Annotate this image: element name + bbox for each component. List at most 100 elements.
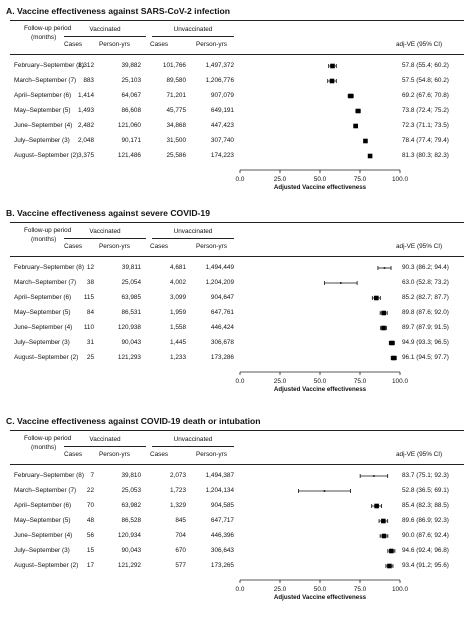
x-tick-label: 100.0	[392, 586, 408, 593]
table-row: April–September (6) 1,414 64,067 71,201 907,…	[0, 91, 474, 101]
point-estimate	[389, 548, 394, 554]
unvaccinated-personyrs-cell: 173,286	[210, 354, 234, 361]
period-cell: June–September (4)	[14, 532, 73, 539]
unvaccinated-cases-cell: 845	[175, 517, 186, 524]
vaccinated-personyrs-cell: 121,486	[117, 152, 141, 159]
vaccinated-group-rule	[64, 446, 146, 447]
point-estimate	[367, 153, 373, 159]
adj-ve-header: adj-VE (95% CI)	[396, 451, 443, 458]
adj-ve-cell: 94.6 (92.4; 96.8)	[402, 547, 449, 554]
x-tick-label: 50.0	[314, 176, 327, 183]
panel-title: C. Vaccine effectiveness against COVID-1…	[6, 416, 261, 426]
x-tick-label: 25.0	[274, 378, 287, 385]
vaccinated-personyrs-cell: 121,292	[117, 562, 141, 569]
point-estimate	[323, 490, 326, 492]
x-tick-label: 100.0	[392, 378, 408, 385]
x-tick-label: 50.0	[314, 586, 327, 593]
forest-panel-a: A. Vaccine effectiveness against SARS-Co…	[0, 6, 474, 206]
vaccinated-cases-cell: 1,493	[78, 107, 94, 114]
point-estimate	[355, 108, 361, 114]
unvaccinated-cases-cell: 89,580	[166, 77, 186, 84]
unvaccinated-cases-cell: 34,868	[166, 122, 186, 129]
header-bottom-rule	[10, 54, 464, 55]
table-row: April–September (6) 115 63,985 3,099 904,647…	[0, 293, 474, 303]
adj-ve-cell: 72.3 (71.1; 73.5)	[402, 122, 449, 129]
adj-ve-cell: 89.8 (87.6; 92.0)	[402, 309, 449, 316]
adj-ve-cell: 52.8 (36.5; 69.1)	[402, 487, 449, 494]
period-cell: August–September (2)	[14, 354, 79, 361]
table-row: May–September (5) 1,493 86,608 45,775 649,19…	[0, 106, 474, 116]
unvaccinated-personyrs-cell: 1,204,134	[205, 487, 234, 494]
vaccinated-cases-cell: 2,482	[78, 122, 94, 129]
header-top-rule	[10, 430, 464, 431]
vaccinated-header: Vaccinated	[89, 228, 121, 235]
vaccinated-cases-cell: 1,312	[78, 62, 94, 69]
adj-ve-cell: 89.6 (86.9; 92.3)	[402, 517, 449, 524]
adj-ve-cell: 94.9 (93.3; 96.5)	[402, 339, 449, 346]
period-cell: February–September (8)	[14, 472, 84, 479]
unvaccinated-cases-cell: 101,766	[162, 62, 186, 69]
period-cell: May–September (5)	[14, 309, 71, 316]
adj-ve-header: adj-VE (95% CI)	[396, 243, 443, 250]
period-cell: March–September (7)	[14, 77, 77, 84]
vaccinated-cases-cell: 17	[86, 562, 94, 569]
vaccinated-cases-cell: 22	[86, 487, 94, 494]
vaccinated-personyrs-cell: 86,608	[121, 107, 141, 114]
unvaccinated-personyrs-cell: 647,761	[210, 309, 234, 316]
forest-panel-c: C. Vaccine effectiveness against COVID-1…	[0, 416, 474, 616]
unvaccinated-header: Unvaccinated	[173, 228, 213, 235]
period-cell: May–September (5)	[14, 517, 71, 524]
x-tick-label: 50.0	[314, 378, 327, 385]
unvaccinated-cases-header: Cases	[150, 41, 169, 48]
vaccinated-personyrs-cell: 90,043	[121, 339, 141, 346]
unvaccinated-header: Unvaccinated	[173, 26, 213, 33]
table-row: February–September (8) 7 39,810 2,073 1,494,…	[0, 471, 474, 481]
unvaccinated-personyrs-header: Person-yrs	[196, 243, 227, 250]
adj-ve-cell: 85.4 (82.3; 88.5)	[402, 502, 449, 509]
unvaccinated-cases-cell: 670	[175, 547, 186, 554]
adj-ve-cell: 85.2 (82.7; 87.7)	[402, 294, 449, 301]
unvaccinated-personyrs-cell: 307,740	[210, 137, 234, 144]
panel-title: B. Vaccine effectiveness against severe …	[6, 208, 210, 218]
x-tick-label: 25.0	[274, 586, 287, 593]
point-estimate	[353, 123, 358, 129]
unvaccinated-personyrs-cell: 306,643	[210, 547, 234, 554]
vaccinated-cases-cell: 31	[86, 339, 94, 346]
point-estimate	[329, 78, 335, 84]
x-tick-label: 0.0	[236, 176, 245, 183]
forest-plot: 0.0 25.0 50.0 75.0 100.0	[236, 474, 408, 593]
adj-ve-cell: 83.7 (75.1; 92.3)	[402, 472, 449, 479]
table-row: May–September (5) 48 86,528 845 647,717 89.6 …	[0, 516, 474, 526]
period-header-unit: (months)	[31, 236, 57, 243]
period-cell: March–September (7)	[14, 487, 77, 494]
period-header: Follow-up period	[24, 25, 72, 32]
period-cell: June–September (4)	[14, 324, 73, 331]
x-tick-label: 75.0	[354, 176, 367, 183]
vaccinated-cases-cell: 56	[86, 532, 94, 539]
unvaccinated-cases-cell: 1,959	[170, 309, 186, 316]
table-row: March–September (7) 883 25,103 89,580 1,206,…	[0, 76, 474, 86]
period-cell: February–September (8)	[14, 62, 84, 69]
adj-ve-cell: 90.3 (86.2; 94.4)	[402, 264, 449, 271]
vaccinated-personyrs-cell: 121,293	[117, 354, 141, 361]
vaccinated-personyrs-cell: 120,938	[117, 324, 141, 331]
header-bottom-rule	[10, 464, 464, 465]
table-row: June–September (4) 110 120,938 1,558 446,424…	[0, 323, 474, 333]
table-row: July–September (3) 31 90,043 1,445 306,678 94…	[0, 338, 474, 348]
period-cell: May–September (5)	[14, 107, 71, 114]
period-cell: June–September (4)	[14, 122, 73, 129]
vaccinated-cases-cell: 48	[86, 517, 94, 524]
vaccinated-personyrs-header: Person-yrs	[99, 41, 130, 48]
adj-ve-cell: 78.4 (77.4; 79.4)	[402, 137, 449, 144]
period-cell: April–September (6)	[14, 502, 72, 509]
table-row: March–September (7) 22 25,053 1,723 1,204,13…	[0, 486, 474, 496]
vaccinated-personyrs-cell: 90,171	[121, 137, 141, 144]
adj-ve-cell: 96.1 (94.5; 97.7)	[402, 354, 449, 361]
unvaccinated-personyrs-cell: 1,494,449	[205, 264, 234, 271]
vaccinated-personyrs-cell: 25,054	[121, 279, 141, 286]
vaccinated-cases-cell: 15	[86, 547, 94, 554]
unvaccinated-personyrs-cell: 907,079	[210, 92, 234, 99]
point-estimate	[381, 310, 386, 316]
unvaccinated-cases-cell: 1,723	[170, 487, 186, 494]
unvaccinated-cases-cell: 45,775	[166, 107, 186, 114]
